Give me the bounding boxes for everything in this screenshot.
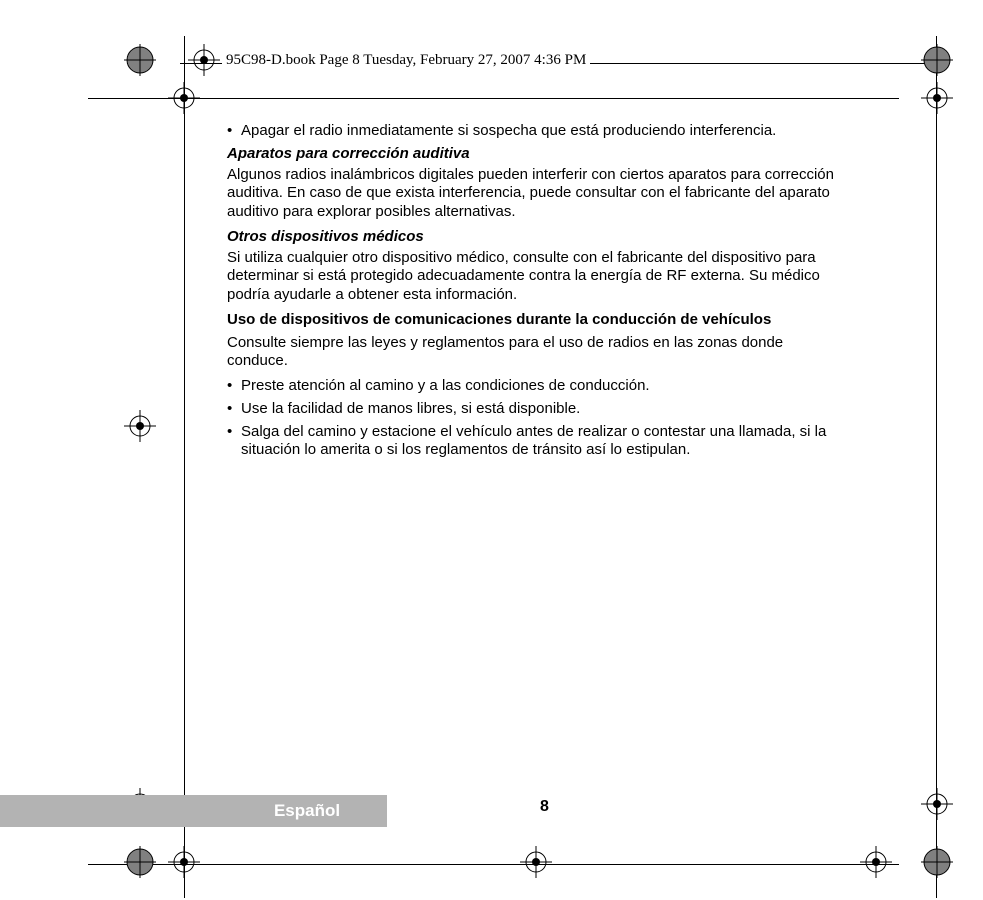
footer-language-bar (0, 795, 227, 827)
heading-hearing-aids: Aparatos para corrección auditiva (227, 145, 847, 164)
regmark-open-icon (520, 846, 552, 878)
regmark-open-icon (921, 82, 953, 114)
regmark-open-icon (188, 44, 220, 76)
paragraph: Algunos radios inalámbricos digitales pu… (227, 166, 847, 222)
bullet-text: Salga del camino y estacione el vehículo… (241, 423, 847, 461)
regmark-icon (124, 846, 156, 878)
bullet-item: • Use la facilidad de manos libres, si e… (227, 400, 847, 419)
heading-driving: Uso de dispositivos de comunicaciones du… (227, 311, 847, 330)
bullet-text: Preste atención al camino y a las condic… (241, 377, 847, 396)
regmark-icon (921, 846, 953, 878)
bullet-dot-icon: • (227, 122, 241, 141)
regmark-icon (124, 44, 156, 76)
crop-line-right (936, 36, 937, 898)
crop-line-top (88, 98, 899, 99)
crop-line-bottom (88, 864, 899, 865)
regmark-icon (921, 44, 953, 76)
paragraph: Consulte siempre las leyes y reglamentos… (227, 334, 847, 372)
footer-language: Español (227, 795, 387, 827)
crop-line-left (184, 36, 185, 898)
regmark-open-icon (860, 846, 892, 878)
bullet-dot-icon: • (227, 400, 241, 419)
bullet-dot-icon: • (227, 423, 241, 461)
page-number: 8 (540, 798, 549, 816)
bullet-dot-icon: • (227, 377, 241, 396)
page-header: 95C98-D.book Page 8 Tuesday, February 27… (222, 52, 590, 69)
bullet-item: • Salga del camino y estacione el vehícu… (227, 423, 847, 461)
regmark-open-icon (168, 82, 200, 114)
bullet-text: Use la facilidad de manos libres, si est… (241, 400, 847, 419)
heading-medical-devices: Otros dispositivos médicos (227, 228, 847, 247)
regmark-open-icon (168, 846, 200, 878)
regmark-open-icon (124, 410, 156, 442)
paragraph: Si utiliza cualquier otro dispositivo mé… (227, 249, 847, 305)
bullet-item: • Preste atención al camino y a las cond… (227, 377, 847, 396)
bullet-text: Apagar el radio inmediatamente si sospec… (241, 122, 847, 141)
document-body: • Apagar el radio inmediatamente si sosp… (227, 122, 847, 464)
regmark-open-icon (921, 788, 953, 820)
bullet-item: • Apagar el radio inmediatamente si sosp… (227, 122, 847, 141)
